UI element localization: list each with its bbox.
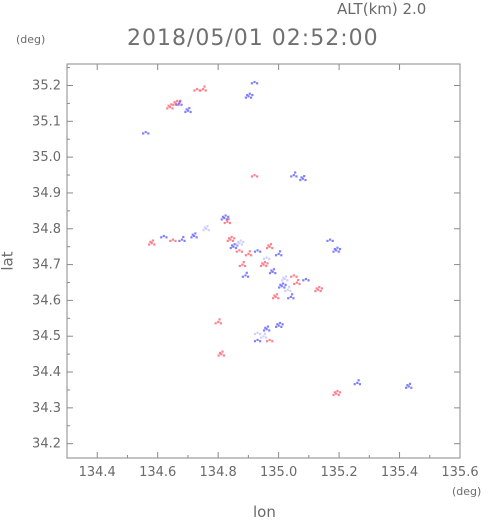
data-point <box>332 389 342 397</box>
y-tick-label: 35.2 <box>32 78 61 93</box>
data-point <box>262 325 271 332</box>
data-point <box>190 232 198 239</box>
data-point <box>259 260 269 268</box>
y-tick-label: 34.4 <box>32 365 61 380</box>
data-point <box>250 80 259 85</box>
data-point <box>259 332 268 339</box>
y-tick-label: 35.1 <box>32 114 61 129</box>
data-point <box>302 277 310 282</box>
data-point <box>275 250 283 257</box>
data-point <box>262 256 271 260</box>
y-tick-label: 34.5 <box>32 329 61 344</box>
y-axis-unit: (deg) <box>16 33 46 46</box>
x-tick-label: 135.2 <box>320 465 357 480</box>
data-point <box>278 282 287 289</box>
data-point <box>169 238 177 243</box>
data-point <box>405 382 413 389</box>
data-points <box>142 80 413 397</box>
data-point <box>265 243 274 250</box>
data-point <box>214 318 222 325</box>
data-point <box>268 268 277 275</box>
x-tick-label: 135.6 <box>441 465 478 480</box>
data-point <box>253 249 262 253</box>
data-point <box>142 131 150 135</box>
data-point <box>353 379 362 386</box>
x-tick-label: 134.8 <box>200 465 237 480</box>
data-point <box>175 99 183 106</box>
x-tick-label: 134.6 <box>139 465 176 480</box>
data-point <box>253 338 262 343</box>
x-axis-label: lon <box>253 503 276 521</box>
plot-frame <box>66 63 461 459</box>
data-point <box>265 338 274 343</box>
y-tick-label: 34.3 <box>32 401 61 416</box>
y-tick-label: 34.9 <box>32 186 61 201</box>
data-point <box>241 271 250 278</box>
data-point <box>275 321 284 328</box>
data-point <box>148 239 156 246</box>
data-point <box>178 235 186 243</box>
data-point <box>226 235 236 243</box>
data-point <box>217 350 225 357</box>
data-point <box>281 275 289 282</box>
data-point <box>223 218 232 225</box>
data-point <box>284 286 292 293</box>
data-point <box>253 331 262 336</box>
data-point <box>160 234 168 239</box>
data-point <box>235 249 244 253</box>
data-point <box>250 174 259 178</box>
data-point <box>235 239 245 246</box>
y-tick-label: 34.6 <box>32 293 61 308</box>
data-point <box>244 250 253 257</box>
data-point <box>290 274 298 278</box>
y-tick-label: 34.7 <box>32 258 61 273</box>
data-point <box>238 260 247 268</box>
data-point <box>244 92 254 99</box>
altitude-label: ALT(km) 2.0 <box>337 0 427 18</box>
data-point <box>172 99 181 106</box>
data-point <box>166 103 174 110</box>
y-tick-label: 35.0 <box>32 150 61 165</box>
data-point <box>271 293 280 300</box>
data-point <box>220 214 230 221</box>
data-point <box>290 171 298 178</box>
data-point <box>287 293 295 300</box>
data-point <box>299 175 307 182</box>
y-tick-label: 34.2 <box>32 437 61 452</box>
data-point <box>184 106 192 114</box>
y-tick-label: 34.8 <box>32 222 61 237</box>
x-axis-unit: (deg) <box>452 485 482 498</box>
data-point <box>314 286 324 293</box>
x-tick-label: 135.4 <box>381 465 418 480</box>
x-tick-label: 134.4 <box>79 465 116 480</box>
datetime-title: 2018/05/01 02:52:00 <box>127 26 379 51</box>
data-point <box>199 85 207 92</box>
data-point <box>332 246 342 253</box>
data-point <box>326 238 334 243</box>
data-point <box>293 278 301 285</box>
x-tick-label: 135.0 <box>260 465 297 480</box>
data-point <box>202 225 210 232</box>
axis-ticks: 134.4 134.6 134.8 135.0 135.2 135.4 135.6 34.2 3… <box>32 64 479 480</box>
